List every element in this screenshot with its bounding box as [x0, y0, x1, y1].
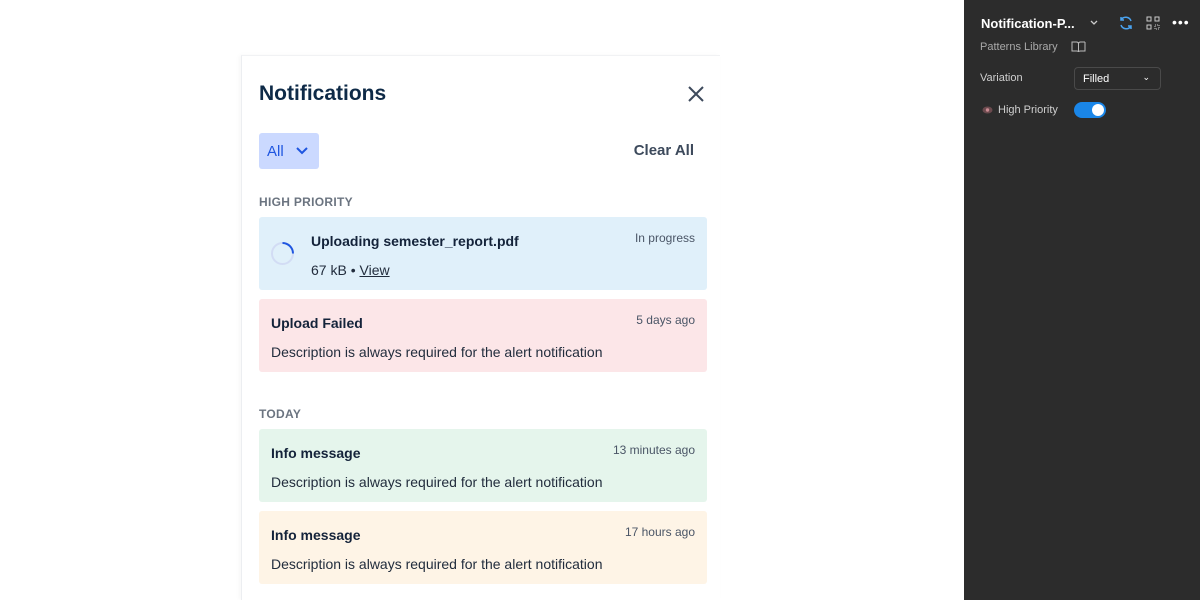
clear-all-button[interactable]: Clear All: [633, 142, 694, 159]
file-size: 67 kB: [311, 262, 347, 278]
library-label: Patterns Library: [980, 41, 1058, 53]
notification-card[interactable]: Info message 13 minutes ago Description …: [259, 429, 707, 502]
chevron-down-icon: [295, 147, 308, 155]
component-name[interactable]: Notification-P...: [981, 16, 1075, 31]
variation-select[interactable]: Filled ⌄: [1074, 67, 1161, 90]
page-title: Notifications: [259, 82, 387, 105]
separator: •: [346, 262, 360, 278]
filter-value: All: [267, 142, 284, 160]
more-icon[interactable]: •••: [1172, 14, 1190, 30]
notification-card[interactable]: Info message 17 hours ago Description is…: [259, 511, 707, 584]
grid-icon[interactable]: [1146, 16, 1160, 30]
spinner-icon: [271, 242, 294, 265]
card-time: 13 minutes ago: [612, 443, 695, 457]
card-title: Info message: [271, 527, 361, 543]
variation-label: Variation: [980, 72, 1023, 84]
upload-notification[interactable]: Uploading semester_report.pdf In progres…: [259, 217, 707, 290]
card-title: Info message: [271, 445, 361, 461]
chevron-down-icon: ⌄: [1142, 72, 1150, 82]
card-description: Description is always required for the a…: [271, 474, 603, 490]
card-title: Upload Failed: [271, 315, 363, 331]
eye-icon: [982, 106, 993, 114]
book-icon[interactable]: [1071, 41, 1086, 53]
notification-card[interactable]: Upload Failed 5 days ago Description is …: [259, 299, 707, 372]
section-high-priority: HIGH PRIORITY: [259, 195, 353, 209]
section-today: TODAY: [259, 407, 302, 421]
card-time: 5 days ago: [636, 313, 695, 327]
card-time: 17 hours ago: [624, 525, 695, 539]
refresh-icon[interactable]: [1118, 15, 1134, 31]
chevron-down-icon[interactable]: [1090, 20, 1098, 26]
upload-status: In progress: [634, 231, 695, 245]
close-icon[interactable]: [686, 84, 706, 104]
properties-sidebar: Notification-P... ••• Patterns Library V…: [964, 0, 1200, 600]
high-priority-toggle[interactable]: [1074, 102, 1106, 118]
high-priority-label: High Priority: [998, 104, 1058, 116]
filter-dropdown[interactable]: All: [259, 133, 319, 169]
notifications-panel: Notifications All Clear All HIGH PRIORIT…: [241, 55, 720, 600]
variation-value: Filled: [1083, 73, 1110, 85]
card-description: Description is always required for the a…: [271, 344, 603, 360]
card-description: Description is always required for the a…: [271, 556, 603, 572]
upload-title: Uploading semester_report.pdf: [311, 233, 519, 249]
view-link[interactable]: View: [359, 262, 390, 278]
